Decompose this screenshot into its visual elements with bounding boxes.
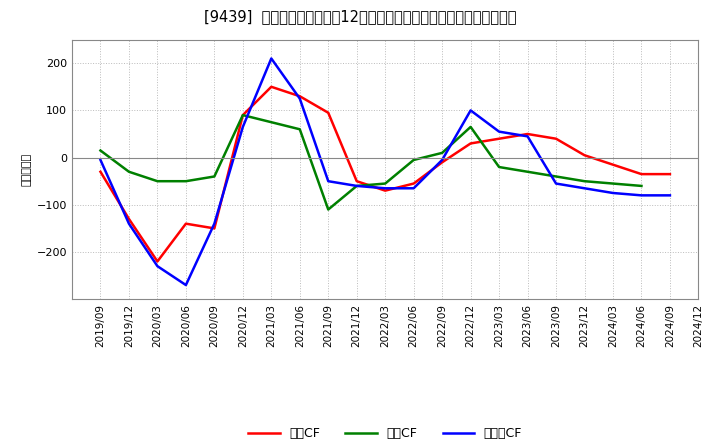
投資CF	[523, 169, 532, 174]
営業CF	[295, 94, 304, 99]
Legend: 営業CF, 投資CF, フリーCF: 営業CF, 投資CF, フリーCF	[243, 422, 527, 440]
営業CF	[410, 181, 418, 186]
フリーCF	[552, 181, 560, 186]
Text: [9439]  キャッシュフローの12か月移動合計の対前年同期増減額の推移: [9439] キャッシュフローの12か月移動合計の対前年同期増減額の推移	[204, 9, 516, 24]
営業CF	[637, 172, 646, 177]
営業CF	[210, 226, 219, 231]
フリーCF	[381, 186, 390, 191]
投資CF	[381, 181, 390, 186]
フリーCF	[96, 158, 105, 163]
営業CF	[495, 136, 503, 141]
フリーCF	[267, 56, 276, 61]
営業CF	[523, 132, 532, 137]
投資CF	[410, 158, 418, 163]
Line: フリーCF: フリーCF	[101, 59, 670, 285]
投資CF	[467, 124, 475, 129]
営業CF	[238, 113, 247, 118]
フリーCF	[637, 193, 646, 198]
営業CF	[181, 221, 190, 226]
投資CF	[153, 179, 162, 184]
フリーCF	[210, 221, 219, 226]
投資CF	[238, 113, 247, 118]
フリーCF	[665, 193, 674, 198]
投資CF	[295, 127, 304, 132]
営業CF	[608, 162, 617, 167]
投資CF	[96, 148, 105, 153]
フリーCF	[438, 158, 446, 163]
投資CF	[352, 183, 361, 189]
営業CF	[125, 216, 133, 222]
フリーCF	[410, 186, 418, 191]
営業CF	[267, 84, 276, 89]
Line: 投資CF: 投資CF	[101, 115, 642, 209]
営業CF	[665, 172, 674, 177]
Y-axis label: （百万円）: （百万円）	[21, 153, 31, 186]
営業CF	[352, 179, 361, 184]
営業CF	[552, 136, 560, 141]
フリーCF	[324, 179, 333, 184]
営業CF	[96, 169, 105, 174]
フリーCF	[467, 108, 475, 113]
営業CF	[381, 188, 390, 193]
投資CF	[552, 174, 560, 179]
営業CF	[467, 141, 475, 146]
投資CF	[608, 181, 617, 186]
フリーCF	[295, 96, 304, 101]
フリーCF	[238, 124, 247, 129]
投資CF	[438, 150, 446, 155]
Line: 営業CF: 営業CF	[101, 87, 670, 261]
フリーCF	[580, 186, 589, 191]
フリーCF	[495, 129, 503, 134]
投資CF	[181, 179, 190, 184]
フリーCF	[352, 183, 361, 189]
投資CF	[267, 120, 276, 125]
営業CF	[580, 153, 589, 158]
投資CF	[125, 169, 133, 174]
投資CF	[495, 165, 503, 170]
フリーCF	[523, 134, 532, 139]
フリーCF	[608, 191, 617, 196]
営業CF	[438, 160, 446, 165]
営業CF	[153, 259, 162, 264]
投資CF	[637, 183, 646, 189]
営業CF	[324, 110, 333, 115]
フリーCF	[181, 282, 190, 288]
投資CF	[210, 174, 219, 179]
投資CF	[580, 179, 589, 184]
フリーCF	[153, 264, 162, 269]
フリーCF	[125, 221, 133, 226]
投資CF	[324, 207, 333, 212]
